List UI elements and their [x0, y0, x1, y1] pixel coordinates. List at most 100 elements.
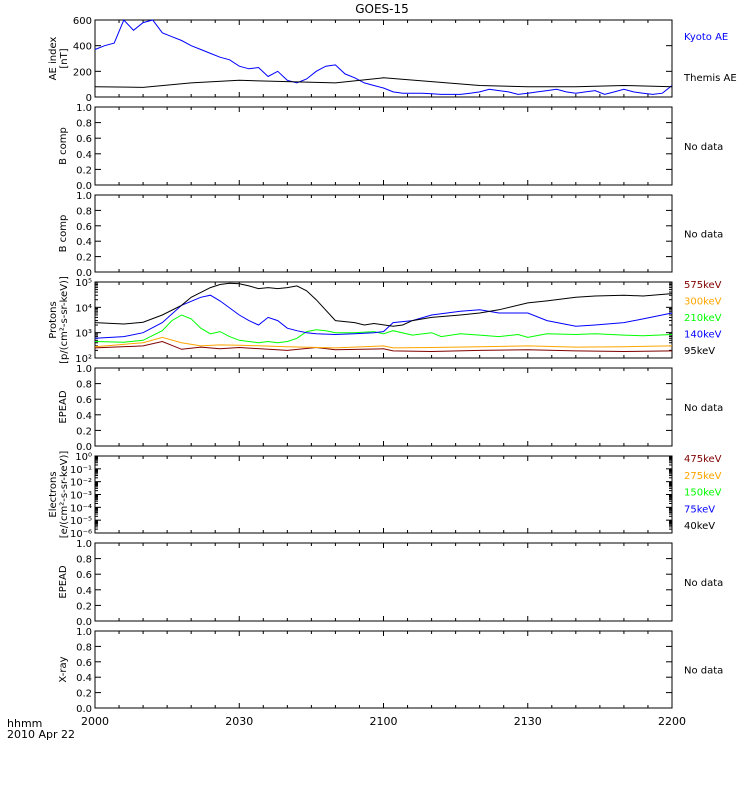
y-tick-label: 0.8: [76, 206, 92, 217]
y-tick-label: 0.8: [76, 642, 92, 653]
y-tick-label: 0.4: [76, 411, 92, 422]
y-tick-label: 10⁵: [75, 278, 92, 289]
y-tick-label: 0.8: [76, 555, 92, 566]
panel-protons: 10² 10³ 10⁴ 10⁵ Protons [p/(cm²-s-sr-keV)] 575…: [48, 276, 722, 365]
no-data-label: No data: [684, 230, 723, 241]
panel-frame: [94, 455, 673, 534]
panel-ae: 0 200 400 600 AE index [nT] Kyoto AE Themis AE: [48, 16, 737, 104]
y-tick-label: 0.8: [76, 119, 92, 130]
legend-label: Kyoto AE: [684, 32, 728, 43]
series-line-95kev: [94, 282, 673, 327]
no-data-label: No data: [684, 142, 723, 153]
series-line-300kev: [94, 336, 673, 349]
panel-frame: [94, 367, 673, 447]
y-tick-label: 0.0: [76, 442, 92, 453]
y-tick-label: 0.4: [76, 237, 92, 248]
legend-label: 300keV: [684, 297, 722, 308]
y-tick-label: 10⁻¹: [70, 465, 92, 476]
y-tick-label: 10⁻⁴: [70, 503, 92, 514]
y-axis-label: EPEAD: [58, 565, 69, 599]
panel-frame: [94, 630, 673, 709]
y-tick-label: 10²: [75, 354, 92, 365]
y-tick-label: 0.4: [76, 673, 92, 684]
panel-frame: [94, 542, 673, 622]
legend-label: 575keV: [684, 280, 722, 291]
y-tick-label: 0.2: [76, 426, 92, 437]
y-tick-label: 1.0: [76, 103, 92, 114]
y-tick-label: 0.6: [76, 395, 92, 406]
y-tick-label: 600: [73, 16, 92, 27]
panel-xray: 0.0 0.2 0.4 0.6 0.8 1.0 X-ray No data: [58, 627, 723, 715]
x-tick-label: 2030: [225, 715, 253, 728]
date-label: 2010 Apr 22: [7, 728, 75, 741]
panel-frame: [94, 194, 673, 273]
y-tick-label: 0.4: [76, 150, 92, 161]
y-axis-label: AE index: [48, 37, 59, 81]
x-tick-label: 2000: [81, 715, 109, 728]
y-tick-label: 0.2: [76, 601, 92, 612]
y-axis-label: B comp: [58, 127, 69, 165]
y-axis-label: Electrons: [48, 471, 59, 517]
y-tick-label: 200: [73, 67, 92, 78]
y-tick-label: 0.6: [76, 658, 92, 669]
y-tick-label: 0.0: [76, 268, 92, 279]
y-tick-label: 0.2: [76, 253, 92, 264]
x-tick-label: 2130: [514, 715, 542, 728]
legend-label: 275keV: [684, 471, 722, 482]
legend-label: 40keV: [684, 521, 715, 532]
legend-label: 475keV: [684, 454, 722, 465]
x-axis: 2000 2030 2100 2130 2200: [81, 715, 686, 728]
series-line-140kev: [94, 294, 673, 339]
y-tick-label: 0.8: [76, 380, 92, 391]
panel-bcomp1: 0.0 0.2 0.4 0.6 0.8 1.0 B comp No data: [58, 103, 723, 192]
legend-label: 75keV: [684, 504, 715, 515]
legend-label: Themis AE: [683, 73, 737, 84]
y-tick-label: 0.2: [76, 165, 92, 176]
series-line-kyoto-ae: [94, 19, 673, 95]
y-axis-label: [nT]: [59, 48, 70, 68]
y-tick-label: 10⁻³: [70, 491, 92, 502]
no-data-label: No data: [684, 403, 723, 414]
panel-bcomp2: 0.0 0.2 0.4 0.6 0.8 1.0 B comp No data: [58, 191, 723, 279]
no-data-label: No data: [684, 578, 723, 589]
time-label: hhmm: [7, 717, 42, 730]
y-tick-label: 0.0: [76, 704, 92, 715]
y-tick-label: 1.0: [76, 627, 92, 638]
y-tick-label: 0.2: [76, 689, 92, 700]
y-tick-label: 10⁰: [75, 452, 92, 463]
panel-epead2: 0.0 0.2 0.4 0.6 0.8 1.0 EPEAD No data: [58, 539, 723, 628]
legend-label: 95keV: [684, 346, 715, 357]
y-tick-label: 0.0: [76, 181, 92, 192]
y-axis-label: B comp: [58, 215, 69, 253]
y-axis-label: EPEAD: [58, 390, 69, 424]
y-axis-label: [e/(cm²-s-sr-keV)]: [59, 451, 70, 539]
y-tick-label: 10⁻²: [70, 478, 92, 489]
legend-label: 210keV: [684, 313, 722, 324]
series-line-210kev: [94, 314, 673, 344]
figure-title: GOES-15: [355, 2, 409, 16]
y-tick-label: 0.0: [76, 617, 92, 628]
y-tick-label: 1.0: [76, 539, 92, 550]
y-tick-label: 1.0: [76, 191, 92, 202]
y-tick-label: 0: [86, 93, 92, 104]
panel-frame: [94, 19, 673, 98]
y-tick-label: 10³: [75, 329, 92, 340]
panel-frame: [94, 106, 673, 186]
y-tick-label: 0.6: [76, 222, 92, 233]
y-tick-label: 10⁴: [75, 303, 92, 314]
y-axis-label: Protons: [48, 301, 59, 338]
x-tick-label: 2100: [370, 715, 398, 728]
y-axis-label: [p/(cm²-s-sr-keV)]: [59, 276, 70, 364]
y-tick-label: 0.4: [76, 586, 92, 597]
y-axis-label: X-ray: [58, 656, 69, 682]
panel-electrons: 10⁻⁶ 10⁻⁵ 10⁻⁴10⁻³ 10⁻² 10⁻¹ 10⁰ Electrons [e/(…: [48, 451, 722, 540]
series-line-575kev: [94, 340, 673, 353]
series-line-themis-ae: [94, 77, 673, 88]
y-tick-label: 400: [73, 42, 92, 53]
legend-label: 150keV: [684, 488, 722, 499]
y-tick-label: 10⁻⁵: [70, 516, 92, 527]
panel-epead1: 0.0 0.2 0.4 0.6 0.8 1.0 EPEAD No data: [58, 364, 723, 453]
y-tick-label: 10⁻⁶: [70, 529, 92, 540]
